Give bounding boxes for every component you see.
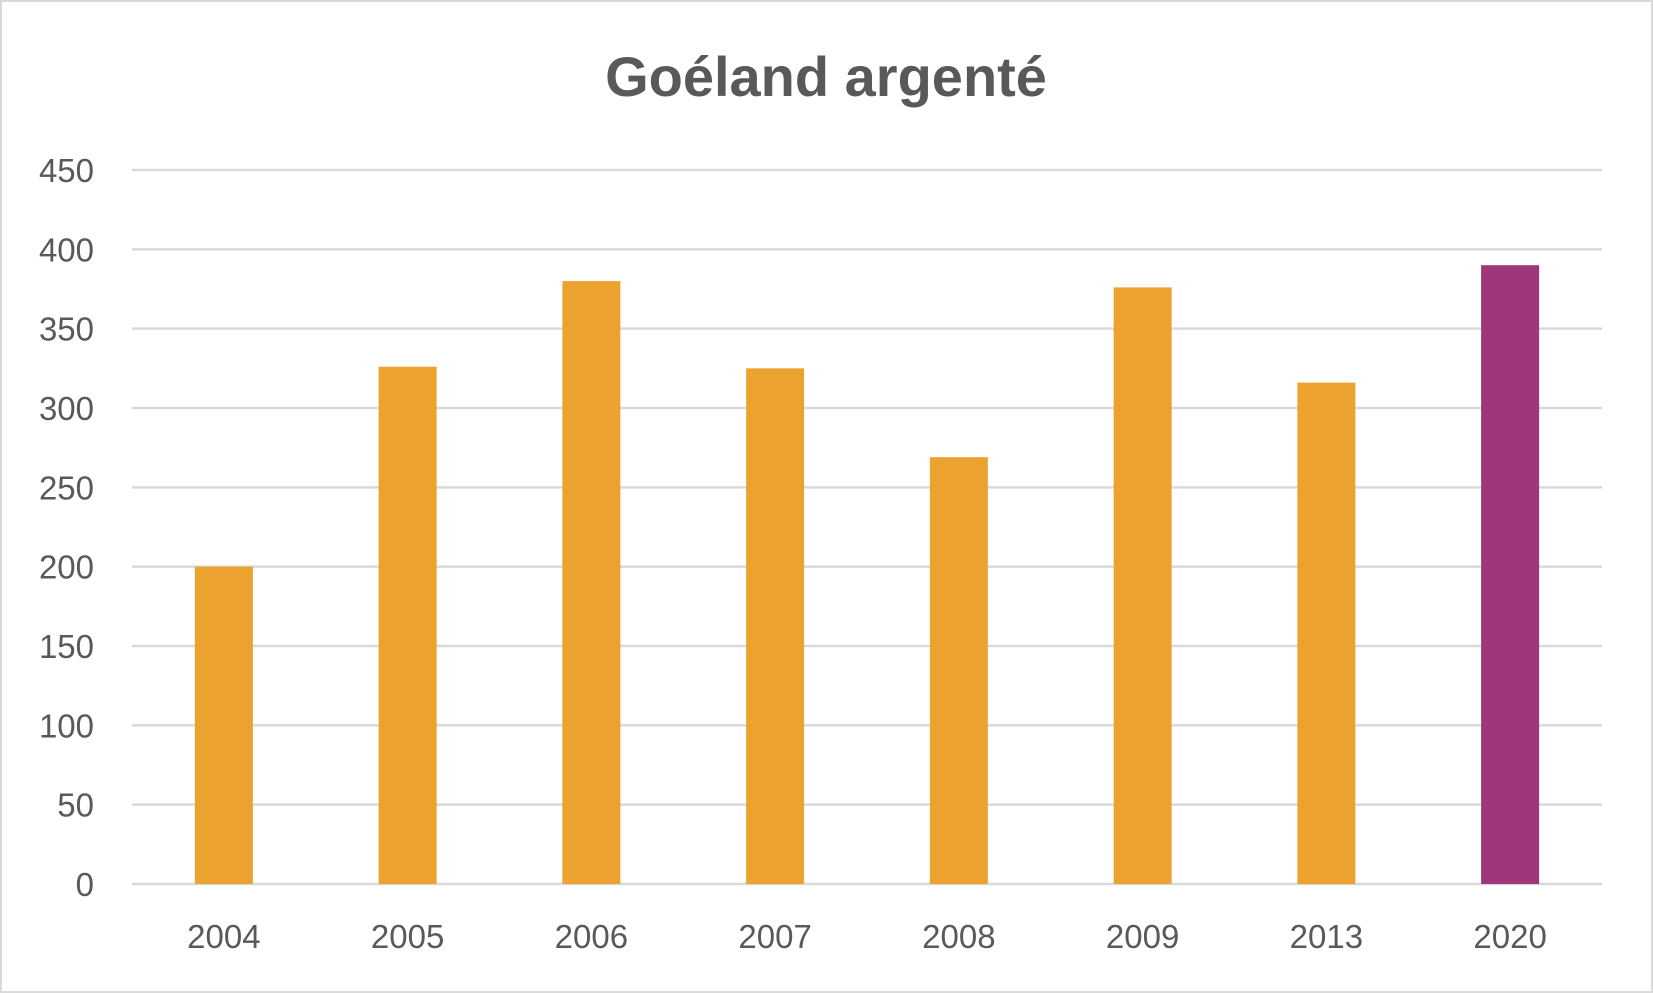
y-tick-label: 250: [39, 469, 94, 506]
x-tick-label: 2009: [1106, 918, 1179, 955]
bar-2006: [562, 281, 621, 885]
y-tick-label: 0: [76, 866, 94, 903]
y-tick-label: 450: [39, 152, 94, 189]
y-tick-label: 400: [39, 231, 94, 268]
x-tick-label: 2020: [1473, 918, 1546, 955]
y-tick-label: 100: [39, 707, 94, 744]
x-tick-label: 2004: [187, 918, 260, 955]
x-tick-label: 2008: [922, 918, 995, 955]
bar-2008: [929, 457, 988, 884]
bar-2020: [1481, 265, 1540, 884]
gridlines: [132, 168, 1602, 886]
y-axis-ticks: 0 50 100 150 200 250 300 350 400 450: [39, 152, 94, 903]
y-tick-label: 350: [39, 311, 94, 348]
bar-2009: [1113, 287, 1172, 884]
y-tick-label: 150: [39, 628, 94, 665]
x-tick-label: 2007: [738, 918, 811, 955]
bar-2013: [1297, 382, 1356, 884]
y-tick-label: 200: [39, 549, 94, 586]
bars: [194, 265, 1540, 885]
bar-2007: [746, 368, 805, 884]
x-tick-label: 2006: [555, 918, 628, 955]
bar-2005: [378, 366, 437, 884]
bar-2004: [194, 566, 253, 884]
y-tick-label: 50: [57, 787, 94, 824]
x-tick-label: 2013: [1290, 918, 1363, 955]
x-tick-label: 2005: [371, 918, 444, 955]
y-tick-label: 300: [39, 390, 94, 427]
chart-title: Goéland argenté: [605, 45, 1047, 108]
x-axis-ticks: 2004 2005 2006 2007 2008 2009 2013 2020: [187, 918, 1547, 955]
